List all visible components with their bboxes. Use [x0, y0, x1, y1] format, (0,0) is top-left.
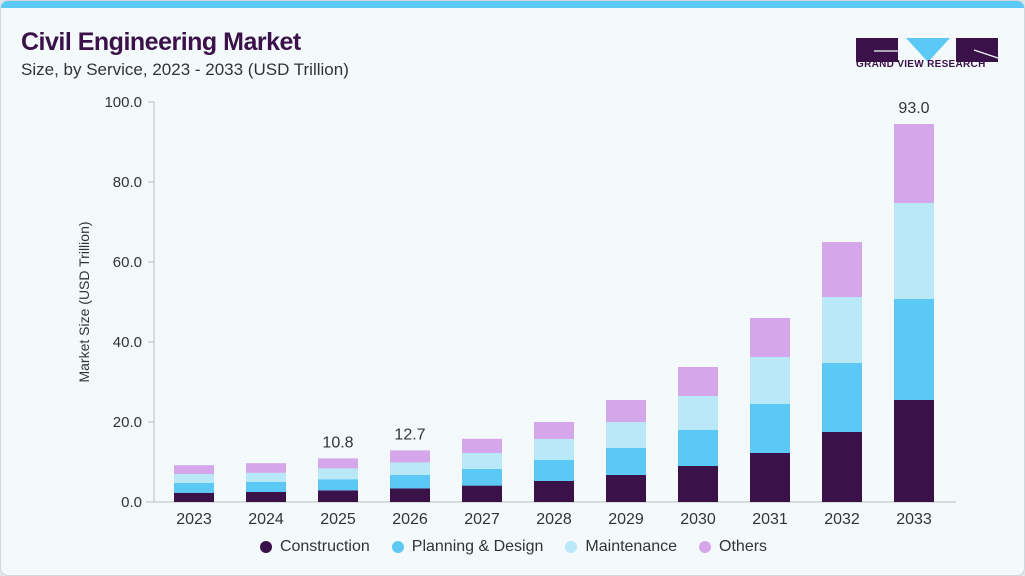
x-tick-label: 2028	[536, 511, 572, 528]
bar-maintenance-2023	[174, 474, 214, 483]
bar-planning-design-2025	[318, 479, 358, 491]
bar-maintenance-2030	[678, 396, 718, 430]
bar-others-2026	[390, 450, 430, 463]
x-tick-label: 2030	[680, 511, 716, 528]
legend-item: Others	[699, 538, 767, 556]
x-tick-label: 2025	[320, 511, 356, 528]
x-tick-label: 2032	[824, 511, 860, 528]
x-tick-label: 2031	[752, 511, 788, 528]
bar-planning-design-2024	[246, 482, 286, 492]
bar-planning-design-2026	[390, 474, 430, 489]
y-tick-label: 40.0	[113, 334, 142, 351]
legend-swatch-icon	[699, 541, 712, 553]
legend-label: Others	[719, 538, 768, 555]
chart-subtitle: Size, by Service, 2023 - 2033 (USD Trill…	[21, 60, 349, 79]
y-tick-label: 60.0	[113, 254, 142, 271]
legend: Construction Planning & Design Maintenance…	[1, 538, 1024, 556]
bar-planning-design-2030	[678, 430, 718, 466]
bar-others-2023	[174, 465, 214, 474]
bar-others-2032	[822, 242, 862, 297]
bar-planning-design-2032	[822, 363, 862, 432]
bar-maintenance-2027	[462, 453, 502, 469]
bar-others-2029	[606, 400, 646, 422]
legend-label: Construction	[279, 538, 370, 555]
bar-construction-2031	[750, 453, 790, 502]
bar-planning-design-2029	[606, 448, 646, 475]
legend-swatch-icon	[565, 541, 578, 553]
bar-construction-2027	[462, 485, 502, 502]
bar-others-2031	[750, 318, 790, 357]
bar-construction-2029	[606, 475, 646, 502]
bar-planning-design-2023	[174, 483, 214, 493]
bar-construction-2032	[822, 432, 862, 502]
y-tick-label: 80.0	[113, 174, 142, 191]
y-tick-label: 20.0	[113, 414, 142, 431]
x-tick-label: 2033	[896, 511, 932, 528]
x-tick-label: 2026	[392, 511, 428, 528]
bar-maintenance-2025	[318, 468, 358, 480]
bar-others-2025	[318, 458, 358, 469]
chart-title: Civil Engineering Market	[21, 28, 301, 56]
y-tick-label: 100.0	[104, 94, 142, 111]
bar-maintenance-2024	[246, 472, 286, 482]
bar-maintenance-2033	[894, 203, 934, 299]
x-tick-label: 2023	[176, 511, 212, 528]
bar-planning-design-2033	[894, 299, 934, 400]
accent-bar	[1, 1, 1024, 8]
y-axis-label: Market Size (USD Trillion)	[76, 221, 92, 382]
bar-planning-design-2028	[534, 460, 574, 481]
bar-construction-2026	[390, 488, 430, 502]
data-label: 10.8	[322, 434, 353, 451]
legend-label: Maintenance	[585, 538, 678, 555]
bar-planning-design-2031	[750, 404, 790, 453]
grand-view-research-logo	[856, 38, 999, 62]
bar-maintenance-2032	[822, 297, 862, 363]
bar-maintenance-2031	[750, 357, 790, 404]
data-label: 12.7	[394, 426, 425, 443]
legend-label: Planning & Design	[411, 538, 544, 555]
legend-item: Construction	[259, 538, 370, 556]
y-tick-label: 0.0	[121, 494, 142, 511]
logo-text: GRAND VIEW RESEARCH	[856, 59, 986, 70]
bar-maintenance-2026	[390, 462, 430, 475]
bar-maintenance-2028	[534, 439, 574, 460]
x-tick-label: 2029	[608, 511, 644, 528]
bar-others-2028	[534, 422, 574, 439]
bar-construction-2025	[318, 490, 358, 502]
bar-others-2027	[462, 438, 502, 453]
bar-others-2024	[246, 463, 286, 473]
x-tick-label: 2027	[464, 511, 500, 528]
bar-construction-2023	[174, 492, 214, 502]
bar-construction-2033	[894, 400, 934, 502]
legend-item: Maintenance	[565, 538, 677, 556]
data-label: 93.0	[898, 100, 929, 117]
legend-item: Planning & Design	[391, 538, 544, 556]
bar-construction-2028	[534, 481, 574, 502]
bar-construction-2030	[678, 466, 718, 502]
bar-construction-2024	[246, 492, 286, 502]
bar-planning-design-2027	[462, 469, 502, 486]
bar-others-2030	[678, 367, 718, 396]
bar-others-2033	[894, 124, 934, 203]
legend-swatch-icon	[391, 541, 404, 553]
x-tick-label: 2024	[248, 511, 284, 528]
bar-maintenance-2029	[606, 422, 646, 448]
legend-swatch-icon	[259, 541, 272, 553]
